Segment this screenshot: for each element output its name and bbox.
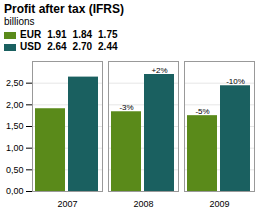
html-text:2.64: 2.64 [47,41,67,52]
svg-text:-10%: -10% [226,77,245,86]
svg-text:2,00: 2,00 [6,100,24,110]
html-text:1.91: 1.91 [47,29,67,40]
svg-text:1,50: 1,50 [6,121,24,131]
html-text:USD: USD [20,41,42,52]
html-text:1.84: 1.84 [72,29,93,40]
svg-text:0,50: 0,50 [6,165,24,175]
html-text:1.75: 1.75 [98,29,118,40]
svg-text:2007: 2007 [57,199,77,209]
html-text:Profit after tax (IFRS): Profit after tax (IFRS) [4,2,124,16]
html-text:2.70: 2.70 [72,41,93,52]
html-text:billions: billions [4,16,35,27]
svg-text:1,00: 1,00 [6,143,24,153]
svg-text:+2%: +2% [151,66,167,75]
svg-text:2008: 2008 [133,199,153,209]
svg-text:2009: 2009 [209,199,229,209]
svg-text:-3%: -3% [119,103,133,112]
svg-text:-5%: -5% [195,107,209,116]
svg-text:2,50: 2,50 [6,78,24,88]
html-text:EUR: EUR [20,29,42,40]
svg-text:0,00: 0,00 [6,186,24,196]
html-text:2.44: 2.44 [98,41,118,52]
